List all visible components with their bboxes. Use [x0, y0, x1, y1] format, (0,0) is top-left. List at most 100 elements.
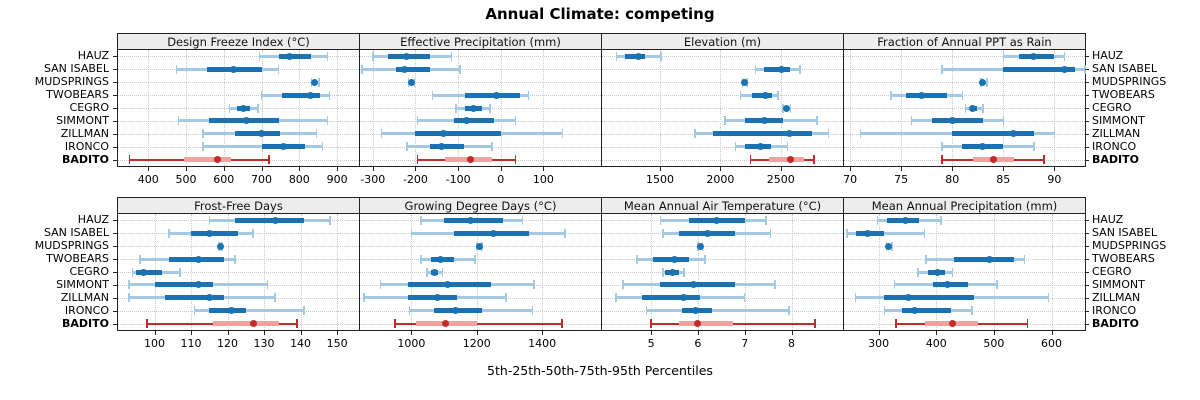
median-dot [671, 255, 679, 263]
x-axis-tick-label: 130 [253, 337, 275, 350]
whisker-cap [754, 64, 757, 74]
y-axis-tick [1085, 233, 1089, 235]
panel-title: Mean Annual Air Temperature (°C) [623, 198, 822, 213]
x-axis-tick-label: 900 [326, 173, 348, 186]
whisker-cap [917, 267, 919, 277]
x-axis-tick [261, 167, 263, 171]
median-dot [863, 229, 871, 237]
whisker-cap [410, 228, 413, 238]
site-label-right: BADITO [1092, 316, 1139, 330]
whisker-cap [228, 103, 231, 113]
iqr-band [278, 53, 311, 59]
median-dot [668, 268, 676, 276]
x-axis-tick-label: 1200 [462, 337, 491, 350]
whisker-cap [1043, 155, 1045, 165]
whisker-cap [303, 306, 305, 316]
site-label-right: SIMMONT [1092, 277, 1145, 291]
whisker-cap [636, 254, 638, 264]
panel-title: Growing Degree Days (°C) [404, 198, 557, 213]
iqr-band [234, 217, 305, 223]
median-dot [902, 216, 910, 224]
site-label-right: HAUZ [1092, 49, 1124, 63]
iqr-band [191, 230, 239, 236]
whisker-cap [420, 215, 422, 225]
x-axis-tick [415, 167, 417, 171]
whisker-cap [1026, 319, 1029, 329]
x-axis-tick [337, 167, 339, 171]
whisker-cap [1047, 293, 1050, 303]
whisker-cap [854, 293, 857, 303]
whisker-cap [514, 155, 517, 165]
site-label-right: HAUZ [1092, 213, 1124, 227]
median-dot [307, 91, 315, 99]
x-axis-tick [191, 331, 193, 335]
y-axis-tick [113, 323, 117, 325]
median-dot [463, 117, 471, 125]
y-axis-tick [1085, 133, 1089, 135]
x-axis-tick-label: 100 [144, 337, 165, 350]
median-dot [786, 156, 794, 164]
whisker-cap [561, 129, 564, 139]
panel-title: Elevation (m) [683, 34, 762, 49]
x-axis-tick [1051, 331, 1053, 335]
gridline-h [602, 259, 843, 261]
median-dot [213, 156, 221, 164]
whisker-cap [876, 215, 879, 225]
median-dot [969, 104, 977, 112]
whisker-cap [859, 129, 862, 139]
iqr-band [906, 92, 948, 98]
median-dot [680, 294, 688, 302]
gridline-h [118, 82, 359, 84]
x-axis-tick-label: 70 [843, 173, 858, 186]
whisker-cap [964, 103, 967, 113]
whisker-cap [615, 51, 618, 61]
site-label-left: TWOBEARS [46, 252, 109, 266]
iqr-band [184, 157, 232, 163]
whisker-cap [416, 155, 419, 165]
gridline-h [360, 272, 601, 273]
whisker-cap [193, 306, 196, 316]
median-dot [227, 307, 235, 315]
iqr-band [713, 131, 813, 137]
whisker-cap [622, 280, 624, 290]
x-axis-tick [1003, 167, 1005, 171]
y-axis-tick [1085, 56, 1089, 58]
x-axis-tick [901, 167, 903, 171]
y-axis-tick [113, 95, 117, 97]
site-label-right: SAN ISABEL [1092, 62, 1158, 76]
whisker-band [646, 309, 790, 313]
median-dot [1030, 52, 1038, 60]
median-dot [885, 242, 893, 250]
whisker-cap [277, 64, 280, 74]
x-axis-tick [791, 331, 793, 335]
whisker-cap [128, 155, 131, 165]
whisker-cap [769, 228, 772, 238]
panel-strip: Fraction of Annual PPT as Rain [843, 33, 1086, 50]
y-axis-tick [113, 56, 117, 58]
site-label-left: ZILLMAN [60, 290, 109, 304]
whisker-cap [743, 293, 746, 303]
whisker-cap [179, 267, 181, 277]
site-label-left: SAN ISABEL [43, 226, 109, 240]
site-label-left: CEGRO [69, 265, 109, 278]
iqr-band [464, 92, 520, 98]
whisker-cap [474, 254, 476, 264]
whisker-cap [789, 103, 792, 113]
panel-strip: Elevation (m) [601, 33, 844, 50]
iqr-band [154, 282, 213, 288]
median-dot [979, 143, 987, 151]
gridline-h [844, 246, 1085, 248]
median-dot [194, 255, 202, 263]
gridline-h [844, 220, 1085, 222]
iqr-band [653, 256, 689, 262]
whisker-cap [883, 306, 886, 316]
median-dot [489, 229, 497, 237]
iqr-band [453, 118, 495, 124]
panel-title: Mean Annual Precipitation (mm) [871, 198, 1058, 213]
x-axis-tick [500, 167, 502, 171]
whisker-cap [175, 64, 178, 74]
site-label-right: MUDSPRINGS [1092, 75, 1167, 89]
median-dot [944, 281, 952, 289]
x-axis-tick [993, 331, 995, 335]
gridline-h [602, 95, 843, 97]
